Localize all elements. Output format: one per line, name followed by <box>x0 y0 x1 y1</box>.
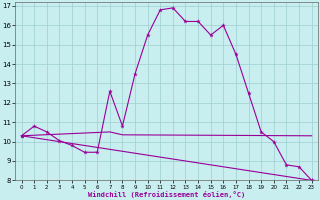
X-axis label: Windchill (Refroidissement éolien,°C): Windchill (Refroidissement éolien,°C) <box>88 191 245 198</box>
